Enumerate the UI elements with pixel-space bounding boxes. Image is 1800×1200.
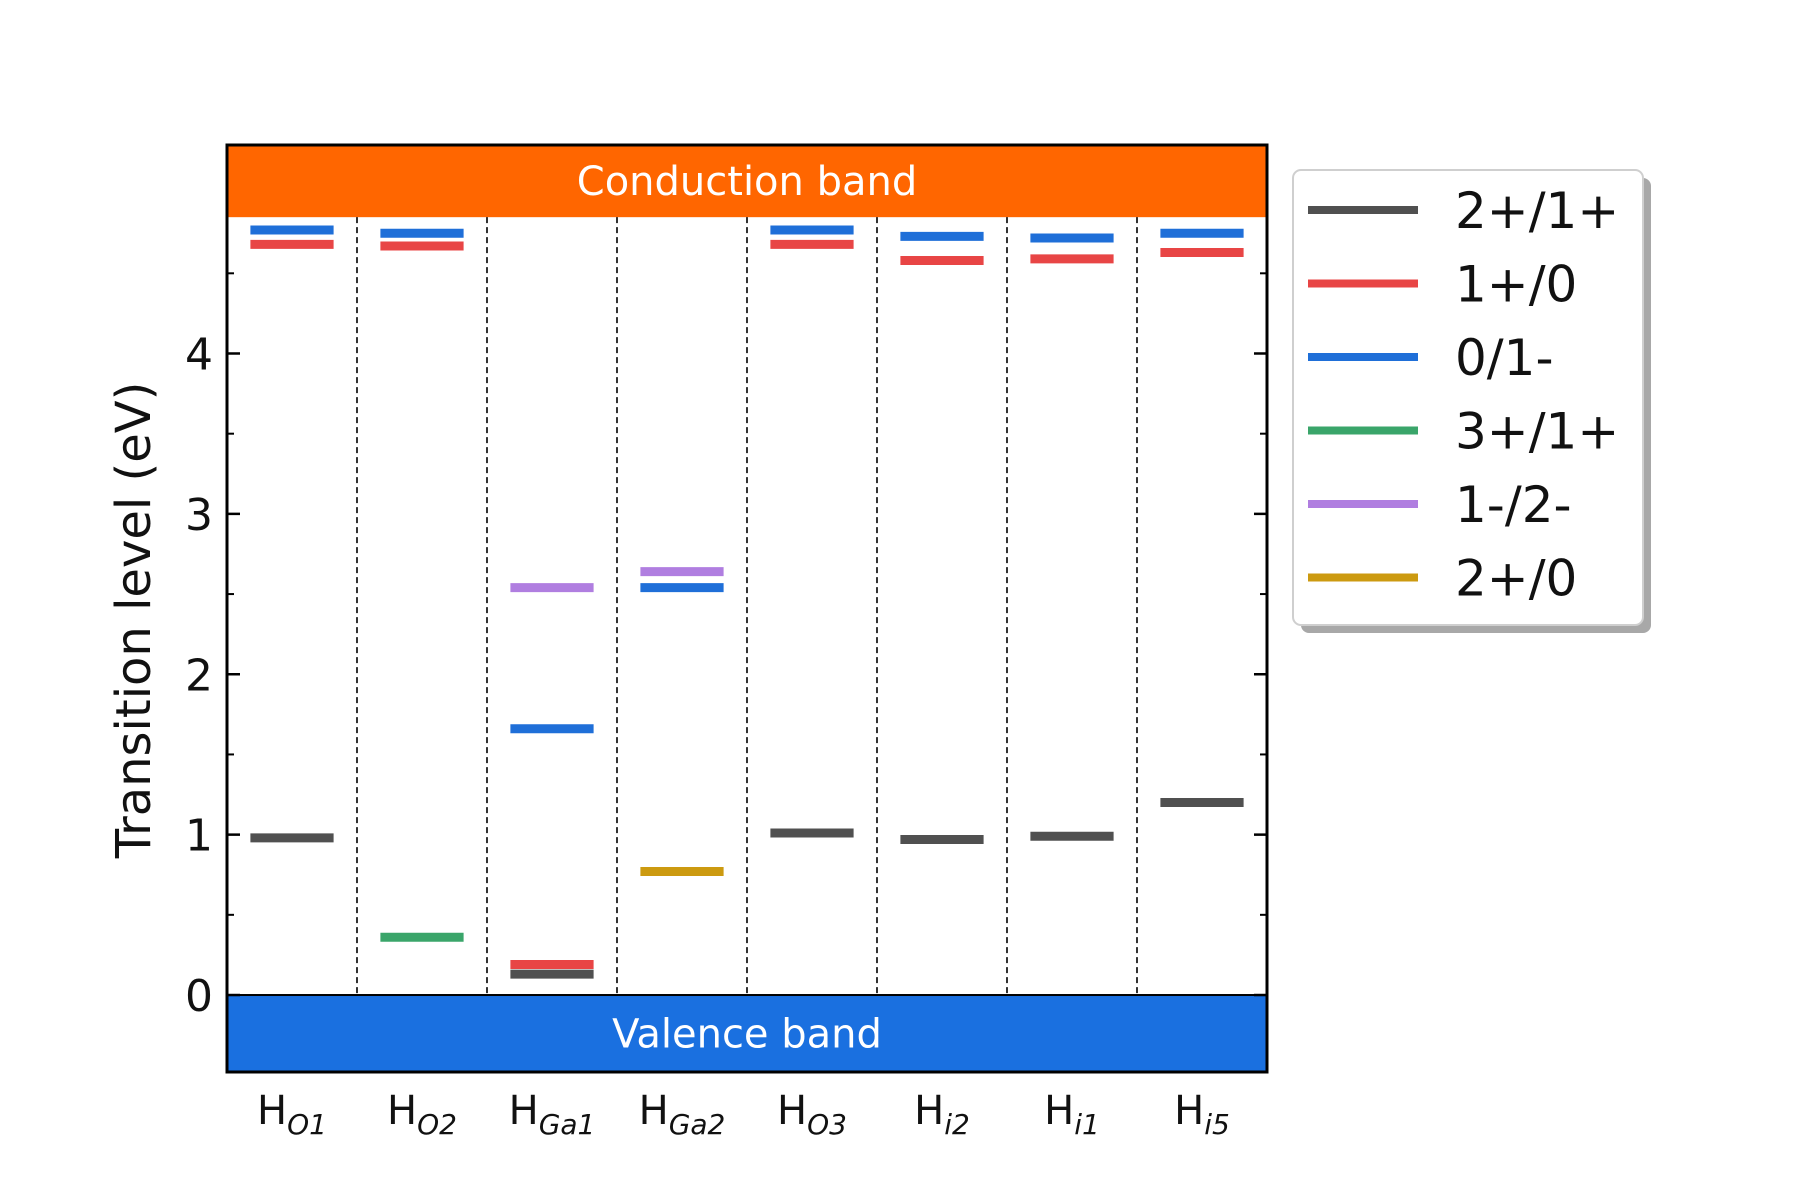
category-label: HO2	[387, 1088, 457, 1141]
legend-label: 3+/1+	[1455, 403, 1619, 461]
category-label: Hi1	[1044, 1088, 1100, 1141]
y-axis-label: Transition level (eV)	[106, 382, 162, 860]
x-axis-labels: HO1 HO2 HGa1 HGa2 HO3 Hi2 Hi1 Hi5	[257, 1088, 1230, 1141]
y-tick-label: 3	[185, 490, 213, 541]
legend-label: 2+/1+	[1455, 182, 1619, 240]
conduction-band	[227, 145, 1267, 218]
category-label: HGa2	[639, 1088, 726, 1141]
category-dividers	[356, 217, 1138, 996]
category-label: HO1	[257, 1088, 327, 1141]
legend-label: 0/1-	[1455, 329, 1554, 387]
legend-label: 1-/2-	[1455, 476, 1572, 534]
category-label: HGa1	[509, 1088, 596, 1141]
legend-label: 2+/0	[1455, 550, 1577, 608]
conduction-band-label: Conduction band	[577, 159, 917, 205]
category-label: Hi2	[914, 1088, 970, 1141]
legend: 2+/1+ 1+/0 0/1- 3+/1+ 1-/2- 2+/0	[1292, 169, 1651, 633]
y-tick-label: 4	[185, 329, 213, 380]
y-tick-label: 2	[185, 650, 213, 701]
y-axis-ticks: 0 1 2 3 4	[185, 272, 1267, 1022]
valence-band	[226, 994, 1268, 1073]
y-tick-label: 0	[185, 971, 213, 1022]
legend-label: 1+/0	[1455, 256, 1577, 314]
category-label: HO3	[777, 1088, 847, 1141]
plot-frame	[225, 143, 1269, 1074]
transition-levels	[250, 225, 1244, 979]
valence-band-label: Valence band	[612, 1012, 882, 1058]
y-tick-label: 1	[185, 811, 213, 862]
category-label: Hi5	[1174, 1088, 1230, 1141]
